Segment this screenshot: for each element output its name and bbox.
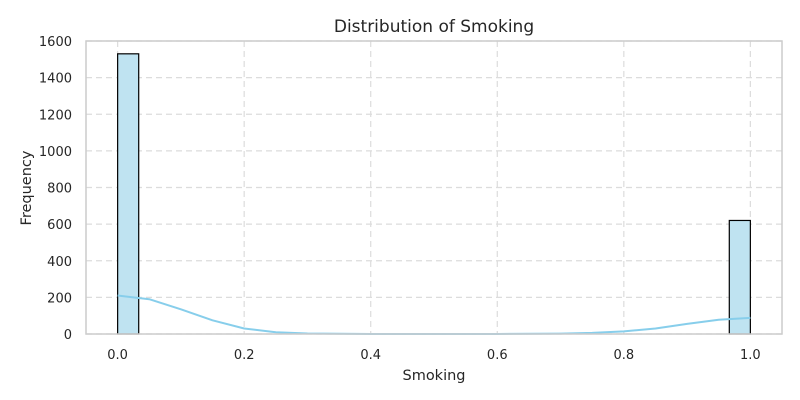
y-tick-label: 800 xyxy=(47,182,72,197)
x-axis-label: Smoking xyxy=(402,368,465,384)
x-tick-label: 0.4 xyxy=(360,348,381,363)
y-tick-label: 1000 xyxy=(39,145,72,160)
chart-title: Distribution of Smoking xyxy=(334,17,534,37)
y-axis-label: Frequency xyxy=(19,150,35,225)
y-tick-label: 200 xyxy=(47,291,72,306)
y-tick-label: 1400 xyxy=(39,72,72,87)
y-tick-label: 1600 xyxy=(39,35,72,50)
y-tick-label: 0 xyxy=(64,328,72,343)
x-tick-label: 0.0 xyxy=(107,348,128,363)
bars xyxy=(117,53,751,335)
x-tick-label: 0.6 xyxy=(487,348,508,363)
x-tick-label: 0.8 xyxy=(613,348,634,363)
x-tick-label: 0.2 xyxy=(234,348,255,363)
x-tick-label: 1.0 xyxy=(740,348,761,363)
y-tick-label: 1200 xyxy=(39,108,72,123)
y-tick-label: 600 xyxy=(47,218,72,233)
kde-line xyxy=(117,294,751,335)
histogram-bar-1 xyxy=(728,219,751,335)
kde xyxy=(117,294,751,335)
y-tick-label: 400 xyxy=(47,255,72,270)
grid xyxy=(86,40,782,335)
y-axis-ticks: 0 200 400 600 800 1000 1200 1400 1600 xyxy=(39,35,72,343)
plot-frame xyxy=(85,40,783,335)
histogram-bar-0 xyxy=(117,53,140,335)
x-axis-ticks: 0.0 0.2 0.4 0.6 0.8 1.0 xyxy=(107,348,760,363)
